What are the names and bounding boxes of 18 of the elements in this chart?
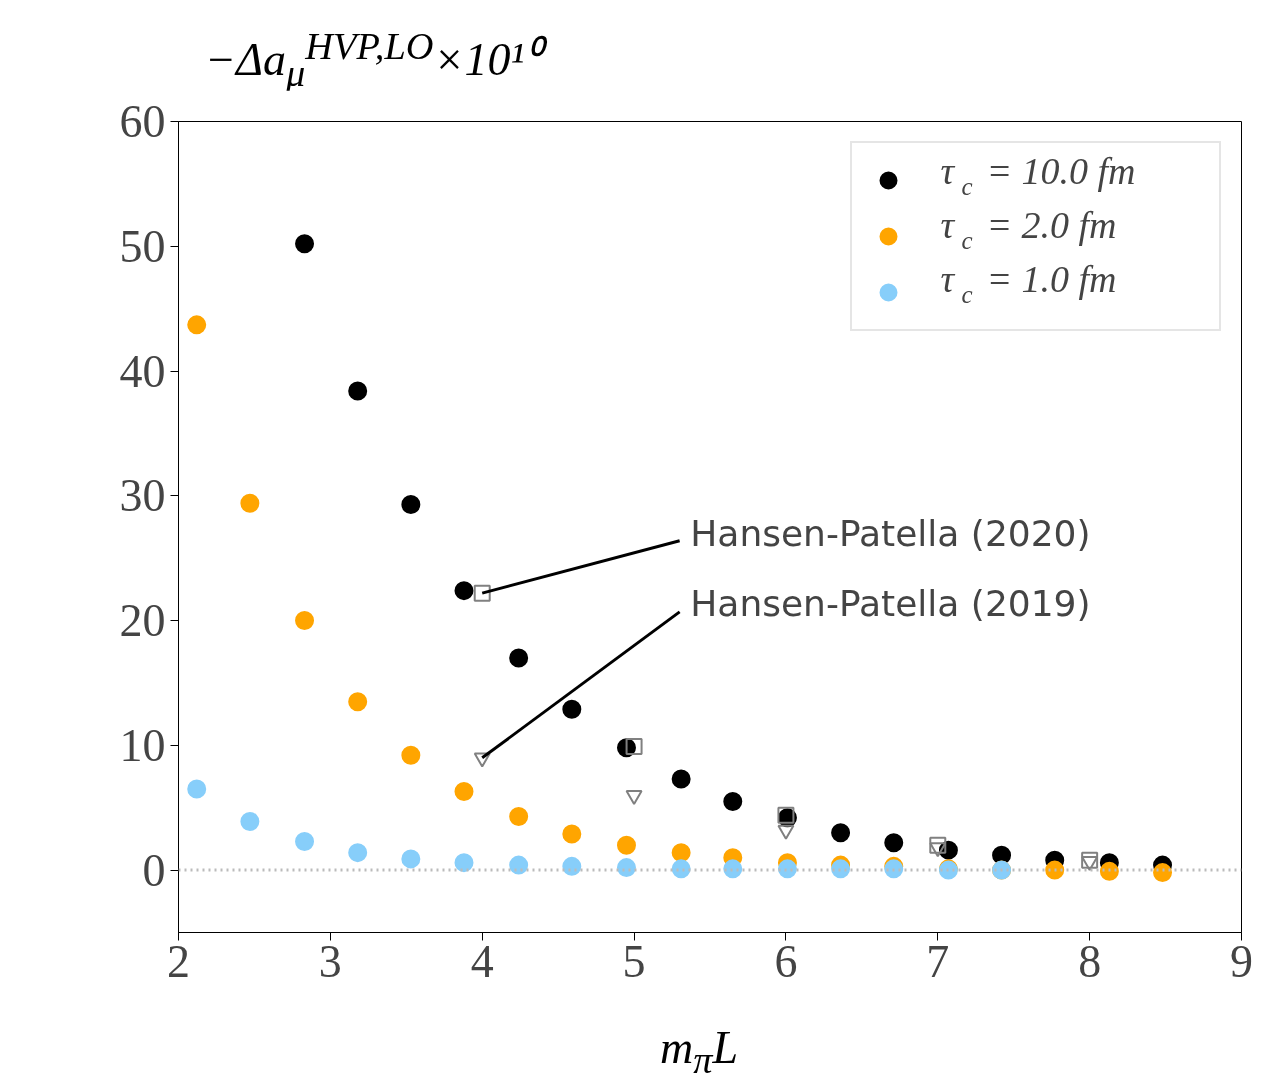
x-tick-label: 5 — [622, 935, 646, 987]
x-tick-label: 6 — [774, 935, 798, 987]
y-tick-label: 40 — [119, 345, 166, 397]
x-tick-label: 2 — [167, 935, 190, 987]
y-tick-label: 20 — [119, 595, 166, 647]
x-axis-title: m$_{π}$L — [660, 1022, 739, 1082]
x-tick-label: 7 — [926, 935, 950, 987]
y-tick-label: 10 — [119, 719, 166, 771]
annotation: Hansen-Patella (2020) — [690, 512, 1091, 554]
x-tick-label: 8 — [1078, 935, 1102, 987]
x-tick-label: 4 — [470, 935, 494, 987]
y-tick-label: 30 — [119, 470, 166, 522]
annotation: Hansen-Patella (2019) — [690, 582, 1091, 624]
y-tick-label: 60 — [119, 96, 166, 147]
x-tick-label: 9 — [1230, 935, 1253, 987]
x-tick-label: 3 — [318, 935, 342, 987]
y-tick-label: 0 — [142, 844, 166, 896]
y-tick-label: 50 — [119, 220, 166, 272]
